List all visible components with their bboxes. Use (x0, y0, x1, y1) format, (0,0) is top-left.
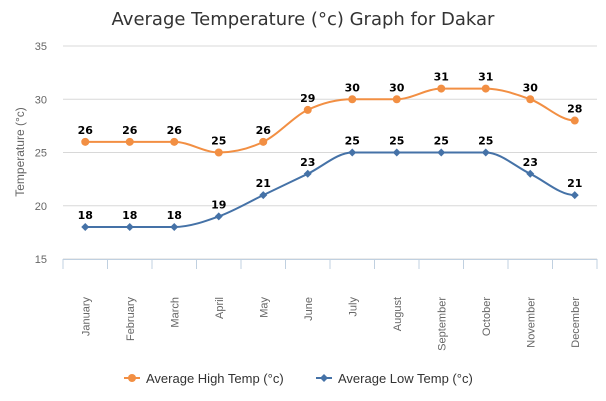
series-line (85, 87, 575, 154)
data-point (214, 148, 223, 157)
data-label: 25 (211, 135, 226, 148)
legend-item-high[interactable]: Average High Temp (°c) (124, 371, 284, 386)
data-label: 30 (345, 81, 361, 94)
legend-label: Average High Temp (°c) (146, 371, 284, 386)
axes: 15 20 25 30 35 January February March April May Ju… (35, 41, 598, 351)
x-tick-label: April (214, 297, 226, 319)
data-label: 19 (211, 198, 226, 211)
data-label: 26 (78, 124, 94, 137)
x-tick-label: November (525, 297, 537, 348)
data-label: 25 (434, 135, 449, 148)
data-label: 31 (434, 71, 449, 84)
series-layer: 26 26 26 25 26 29 30 30 31 31 30 28 18 18 18 19 21 23 25 25… (78, 71, 582, 232)
data-label: 28 (567, 103, 582, 116)
y-tick-label: 35 (35, 41, 47, 53)
data-label: 25 (478, 135, 493, 148)
x-tick-label: June (303, 297, 315, 321)
data-point (303, 169, 312, 178)
data-point (437, 84, 446, 93)
data-point (259, 191, 268, 200)
data-point (437, 148, 446, 157)
data-point (81, 223, 90, 232)
data-point (570, 191, 579, 200)
data-label: 21 (567, 177, 582, 190)
data-label: 18 (78, 209, 93, 222)
data-point (526, 95, 535, 104)
data-point (570, 116, 579, 125)
x-tick-label: August (392, 297, 404, 331)
data-point (526, 169, 535, 178)
x-tick-label: October (481, 297, 493, 336)
data-label: 30 (389, 81, 405, 94)
x-tick-label: July (347, 297, 359, 317)
legend[interactable]: Average High Temp (°c) Average Low Temp (… (124, 371, 473, 386)
data-point (348, 148, 357, 157)
y-tick-label: 20 (35, 201, 47, 213)
data-point (170, 223, 179, 232)
data-point (81, 137, 90, 146)
data-label: 26 (122, 124, 138, 137)
data-label: 30 (523, 81, 539, 94)
legend-label: Average Low Temp (°c) (338, 371, 473, 386)
legend-marker (128, 374, 136, 382)
data-point (125, 223, 134, 232)
x-tick-label: January (80, 297, 92, 337)
data-label: 23 (300, 156, 315, 169)
data-label: 26 (256, 124, 272, 137)
legend-marker (320, 374, 328, 382)
y-tick-label: 25 (35, 148, 47, 160)
x-tick-label: May (258, 297, 270, 318)
y-tick-label: 30 (35, 94, 47, 106)
x-tick-label: December (570, 297, 582, 348)
x-tick-label: September (436, 297, 448, 351)
data-label: 18 (167, 209, 182, 222)
data-point (392, 95, 401, 104)
data-label: 26 (167, 124, 183, 137)
y-axis-title: Temperature (°c) (13, 107, 27, 197)
data-point (259, 137, 268, 146)
data-label: 18 (122, 209, 137, 222)
x-tick-label: March (169, 297, 181, 328)
data-point (481, 148, 490, 157)
series-line (85, 151, 575, 229)
data-point (481, 84, 490, 93)
data-label: 23 (523, 156, 538, 169)
data-label: 25 (389, 135, 404, 148)
data-label: 31 (478, 71, 493, 84)
data-point (392, 148, 401, 157)
data-point (303, 105, 312, 114)
series-low: 18 18 18 19 21 23 25 25 25 25 23 21 (78, 135, 582, 232)
data-label: 29 (300, 92, 315, 105)
chart-title: Average Temperature (°c) Graph for Dakar (112, 9, 495, 30)
data-label: 25 (345, 135, 360, 148)
series-high: 26 26 26 25 26 29 30 30 31 31 30 28 (78, 71, 582, 157)
data-point (170, 137, 179, 146)
data-point (348, 95, 357, 104)
data-point (125, 137, 134, 146)
legend-item-low[interactable]: Average Low Temp (°c) (316, 371, 473, 386)
x-tick-label: February (125, 297, 137, 342)
data-point (214, 212, 223, 221)
y-tick-label: 15 (35, 254, 47, 266)
data-label: 21 (256, 177, 271, 190)
